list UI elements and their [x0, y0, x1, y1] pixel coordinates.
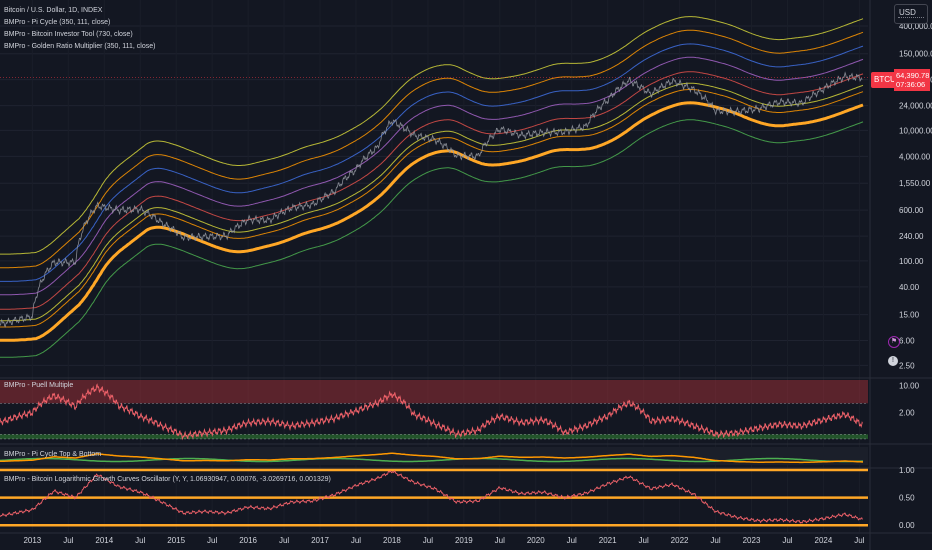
legend-layer: Bitcoin / U.S. Dollar, 1D, INDEX BMPro -… — [4, 7, 331, 483]
time-axis-tick: Jul — [207, 536, 217, 545]
band-fib-8 — [0, 43, 864, 282]
oscillator-axis-tick: 0.00 — [899, 521, 915, 530]
time-axis-tick: 2014 — [95, 536, 113, 545]
investor-tool-lower — [0, 119, 864, 358]
time-axis-tick: 2017 — [311, 536, 329, 545]
time-axis-tick: 2024 — [815, 536, 833, 545]
time-axis-tick: 2013 — [23, 536, 41, 545]
time-axis-tick: Jul — [63, 536, 73, 545]
price-axis-tick: 10,000.00 — [899, 126, 932, 135]
axes-layer: 400,000.00150,000.0060,000.0024,000.0010… — [23, 22, 932, 545]
time-axis-tick: Jul — [567, 536, 577, 545]
time-axis-tick: Jul — [854, 536, 864, 545]
btcusd-price-line — [0, 71, 863, 328]
band-fib-3 — [0, 71, 864, 310]
puell-overvalued-zone — [0, 380, 868, 404]
log-curve-pane — [0, 468, 868, 527]
price-axis-tick: 40.00 — [899, 283, 920, 292]
time-axis-tick: Jul — [351, 536, 361, 545]
band-fib-5 — [0, 56, 864, 296]
price-axis-tick: 400,000.00 — [899, 22, 932, 31]
time-axis-tick: Jul — [279, 536, 289, 545]
time-axis-tick: Jul — [135, 536, 145, 545]
currency-selector[interactable]: USD — [894, 4, 928, 24]
legend-pi-cycle[interactable]: BMPro - Pi Cycle (350, 111, close) — [4, 19, 110, 26]
price-axis-tick: 600.00 — [899, 206, 924, 215]
time-axis-tick: Jul — [710, 536, 720, 545]
time-axis-tick: 2023 — [743, 536, 761, 545]
log-growth-oscillator-line — [0, 470, 863, 524]
time-axis-tick: 2015 — [167, 536, 185, 545]
band-fib-2 — [0, 82, 864, 322]
time-axis-tick: Jul — [639, 536, 649, 545]
bar-countdown: 07:36:06 — [896, 79, 926, 89]
puell-pane — [0, 380, 868, 441]
legend-golden-ratio[interactable]: BMPro - Golden Ratio Multiplier (350, 11… — [4, 43, 155, 50]
band-fib-13 — [0, 29, 864, 269]
last-price-tag: 64,390.78 07:36:06 — [894, 68, 930, 91]
time-axis-tick: Jul — [423, 536, 433, 545]
price-axis-tick: 240.00 — [899, 232, 924, 241]
price-axis-tick: 100.00 — [899, 257, 924, 266]
price-axis-tick: 6.00 — [899, 337, 915, 346]
symbol-badge-label: BTCUSD — [874, 75, 907, 85]
legend-investor-tool[interactable]: BMPro - Bitcoin Investor Tool (730, clos… — [4, 31, 133, 38]
last-price-value: 64,390.78 — [896, 70, 930, 80]
puell-multiple-line — [0, 383, 863, 441]
band-fib-21 — [0, 16, 864, 255]
picycle-pane — [0, 447, 868, 465]
puell-undervalued-zone — [0, 434, 868, 439]
puell-axis-tick: 2.00 — [899, 409, 915, 418]
price-axis-tick: 1,550.00 — [899, 179, 931, 188]
symbol-title: Bitcoin / U.S. Dollar, 1D, INDEX — [4, 7, 103, 14]
time-axis-tick: 2016 — [239, 536, 257, 545]
price-axis-tick: 15.00 — [899, 311, 920, 320]
price-axis-tick: 2.50 — [899, 361, 915, 370]
price-pane — [0, 16, 868, 358]
time-axis-tick: 2018 — [383, 536, 401, 545]
logcurve-pane-title[interactable]: BMPro - Bitcoin Logarithmic Growth Curve… — [4, 476, 331, 483]
price-axis-tick: 24,000.00 — [899, 102, 932, 111]
puell-axis-tick: 10.00 — [899, 382, 920, 391]
time-axis-tick: 2020 — [527, 536, 545, 545]
puell-pane-title[interactable]: BMPro - Puell Multiple — [4, 382, 73, 389]
picycle-pane-title[interactable]: BMPro - Pi Cycle Top & Bottom — [4, 451, 101, 458]
price-axis-tick: 150,000.00 — [899, 50, 932, 59]
currency-label: USD — [899, 8, 916, 17]
alert-icon[interactable]: ! — [888, 356, 898, 366]
time-axis-tick: Jul — [782, 536, 792, 545]
time-axis-tick: Jul — [495, 536, 505, 545]
time-axis-tick: 2022 — [671, 536, 689, 545]
time-axis-tick: 2019 — [455, 536, 473, 545]
time-axis-tick: 2021 — [599, 536, 617, 545]
currency-underline — [898, 17, 924, 20]
price-axis-tick: 4,000.00 — [899, 152, 931, 161]
oscillator-axis-tick: 0.50 — [899, 494, 915, 503]
golden-ratio-350dma — [0, 101, 864, 342]
oscillator-axis-tick: 1.00 — [899, 466, 915, 475]
flag-icon[interactable]: ⚑ — [888, 336, 900, 348]
picycle-top-line — [0, 452, 864, 464]
